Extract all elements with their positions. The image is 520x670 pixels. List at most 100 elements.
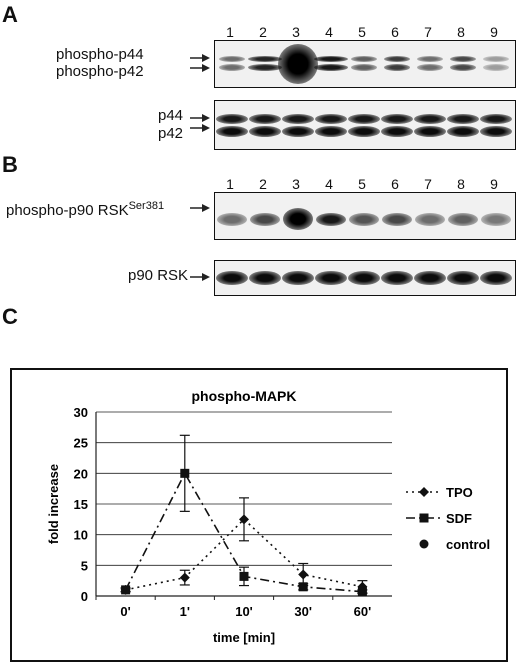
blot-phospho-mapk bbox=[214, 40, 516, 88]
band-phospho-p90-lane-3 bbox=[283, 208, 313, 230]
band-phospho-p90-lane-6 bbox=[382, 212, 412, 226]
label-ser381: Ser381 bbox=[128, 200, 165, 212]
band-p90-lane-8 bbox=[447, 271, 479, 285]
band-phospho-p42-lane-7 bbox=[417, 63, 443, 71]
arrow-phospho-p90 bbox=[190, 204, 210, 212]
point-control-0 bbox=[121, 585, 131, 595]
legend-marker-control bbox=[419, 539, 429, 549]
legend-label-sdf: SDF bbox=[446, 511, 472, 526]
band-phospho-p44-lane-5 bbox=[351, 56, 377, 62]
band-p42-lane-3 bbox=[282, 125, 314, 137]
band-phospho-p44-lane-9 bbox=[483, 56, 509, 62]
panel-b-lane-9: 9 bbox=[490, 176, 498, 192]
panel-a-lane-2: 2 bbox=[259, 24, 267, 40]
band-p90-lane-6 bbox=[381, 271, 413, 285]
band-phospho-p44-lane-6 bbox=[384, 56, 410, 62]
band-p90-lane-3 bbox=[282, 271, 314, 285]
label-phospho-p90-rsk-text: phospho-p90 RSK bbox=[6, 202, 129, 219]
panel-a-lane-8: 8 bbox=[457, 24, 465, 40]
point-tpo-2 bbox=[239, 514, 249, 525]
band-p44-lane-8 bbox=[447, 114, 479, 124]
band-phospho-p44-lane-2 bbox=[248, 56, 282, 62]
panel-a-lane-6: 6 bbox=[391, 24, 399, 40]
band-p90-lane-2 bbox=[249, 271, 281, 285]
label-p90-rsk: p90 RSK bbox=[128, 267, 189, 284]
line-chart-frame: phospho-MAPK 0 5 10 15 20 25 30 0' 1' 10' 30' 60' tim… bbox=[10, 368, 508, 662]
band-p44-lane-4 bbox=[315, 114, 347, 124]
band-phospho-p42-lane-8 bbox=[450, 63, 476, 71]
legend-label-tpo: TPO bbox=[446, 485, 473, 500]
panel-a-lane-5: 5 bbox=[358, 24, 366, 40]
blot-total-mapk bbox=[214, 100, 516, 150]
panel-a-letter: A bbox=[2, 2, 18, 27]
band-phospho-p42-lane-5 bbox=[351, 63, 377, 71]
panel-b-lane-4: 4 bbox=[325, 176, 333, 192]
panel-c-letter: C bbox=[2, 304, 18, 329]
label-phospho-p42: phospho-p42 bbox=[56, 63, 144, 80]
band-p42-lane-9 bbox=[480, 125, 512, 137]
band-phospho-p90-lane-9 bbox=[481, 212, 511, 226]
band-phospho-p42-lane-6 bbox=[384, 63, 410, 71]
band-p42-lane-5 bbox=[348, 125, 380, 137]
band-p44-lane-2 bbox=[249, 114, 281, 124]
band-p44-lane-6 bbox=[381, 114, 413, 124]
band-p42-lane-8 bbox=[447, 125, 479, 137]
panel-b-lane-1: 1 bbox=[226, 176, 234, 192]
arrow-p90-rsk bbox=[190, 273, 210, 281]
panel-b-lane-2: 2 bbox=[259, 176, 267, 192]
y-axis-label: fold increase bbox=[46, 464, 61, 544]
x-axis-label: time [min] bbox=[213, 630, 275, 645]
arrows-total-mapk bbox=[190, 114, 210, 132]
x-tick-label-3: 30' bbox=[294, 604, 312, 619]
panel-b-lane-5: 5 bbox=[358, 176, 366, 192]
band-phospho-p90-lane-5 bbox=[349, 212, 379, 226]
band-p90-lane-9 bbox=[480, 271, 512, 285]
label-phospho-p90-rsk: phospho-p90 RSKSer381 bbox=[6, 198, 164, 219]
panel-b-lane-6: 6 bbox=[391, 176, 399, 192]
y-tick-label-20: 20 bbox=[74, 466, 88, 481]
band-phospho-p90-lane-7 bbox=[415, 212, 445, 226]
legend-marker-tpo bbox=[419, 487, 429, 497]
point-sdf-2 bbox=[239, 571, 249, 581]
band-phospho-lane-3 bbox=[278, 44, 318, 84]
band-phospho-p42-lane-2 bbox=[248, 63, 282, 71]
label-p42: p42 bbox=[158, 125, 184, 142]
point-sdf-3 bbox=[298, 582, 308, 592]
panel-a-lane-1: 1 bbox=[226, 24, 234, 40]
band-phospho-p44-lane-8 bbox=[450, 56, 476, 62]
y-tick-label-0: 0 bbox=[81, 589, 88, 604]
label-phospho-p44: phospho-p44 bbox=[56, 46, 144, 63]
band-p44-lane-3 bbox=[282, 114, 314, 124]
x-tick-label-0: 0' bbox=[120, 604, 130, 619]
band-p42-lane-2 bbox=[249, 125, 281, 137]
band-p90-lane-7 bbox=[414, 271, 446, 285]
x-tick-label-4: 60' bbox=[354, 604, 372, 619]
point-sdf-1 bbox=[180, 468, 190, 478]
band-p90-lane-4 bbox=[315, 271, 347, 285]
band-phospho-p90-lane-2 bbox=[250, 212, 280, 226]
panel-a-lane-4: 4 bbox=[325, 24, 333, 40]
panel-a-lane-3: 3 bbox=[292, 24, 300, 40]
line-chart: phospho-MAPK 0 5 10 15 20 25 30 0' 1' 10' 30' 60' tim… bbox=[46, 388, 490, 645]
band-p42-lane-6 bbox=[381, 125, 413, 137]
point-tpo-1 bbox=[179, 572, 190, 583]
blot-total-p90 bbox=[214, 260, 516, 296]
panel-b-lane-7: 7 bbox=[424, 176, 432, 192]
band-p90-lane-5 bbox=[348, 271, 380, 285]
panel-b-lane-3: 3 bbox=[292, 176, 300, 192]
y-tick-label-25: 25 bbox=[74, 436, 88, 451]
legend-label-control: control bbox=[446, 537, 490, 552]
point-control-4 bbox=[357, 585, 367, 595]
band-p90-lane-1 bbox=[216, 271, 248, 285]
arrows-phospho bbox=[190, 54, 210, 72]
panel-a-lane-9: 9 bbox=[490, 24, 498, 40]
band-phospho-p90-lane-1 bbox=[217, 212, 247, 226]
band-p42-lane-7 bbox=[414, 125, 446, 137]
band-phospho-p90-lane-4 bbox=[316, 212, 346, 226]
point-tpo-3 bbox=[298, 569, 309, 580]
panel-a-lane-7: 7 bbox=[424, 24, 432, 40]
band-phospho-p44-lane-4 bbox=[314, 56, 348, 62]
band-p44-lane-9 bbox=[480, 114, 512, 124]
panel-b-lane-8: 8 bbox=[457, 176, 465, 192]
y-tick-label-15: 15 bbox=[74, 497, 88, 512]
